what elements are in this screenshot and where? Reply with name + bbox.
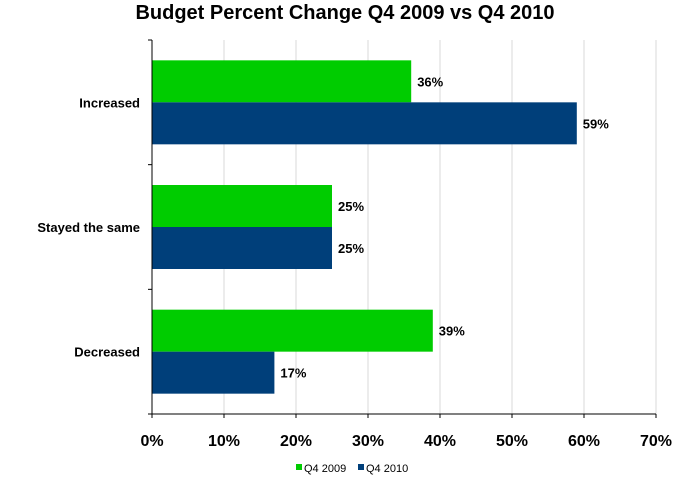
chart-title: Budget Percent Change Q4 2009 vs Q4 2010 [135,2,555,24]
bar [152,309,433,352]
x-tick-label: 0% [140,433,163,450]
x-tick-label: 50% [496,433,528,450]
bars [152,60,577,394]
legend-label: Q4 2010 [366,463,408,475]
data-label: 25% [338,241,364,256]
bar [152,227,332,269]
legend-label: Q4 2009 [304,463,346,475]
x-tick-label: 20% [280,433,312,450]
x-tick-label: 10% [208,433,240,450]
data-label: 25% [338,199,364,214]
data-label: 36% [417,74,443,89]
category-label: Decreased [74,345,140,360]
bar [152,102,577,145]
x-tick-label: 70% [640,433,672,450]
labels: 36% 59% Increased 25% 25% Stayed the same 39% 1… [37,74,672,450]
data-label: 17% [280,366,306,381]
data-label: 39% [439,324,465,339]
legend-swatch [358,464,364,470]
x-tick-label: 30% [352,433,384,450]
bar [152,185,332,227]
data-label: 59% [583,116,609,131]
axes [148,39,657,418]
x-tick-label: 40% [424,433,456,450]
bar [152,351,275,394]
legend: Q4 2009 Q4 2010 [296,463,408,475]
x-tick-label: 60% [568,433,600,450]
category-label: Stayed the same [37,220,140,235]
bar [152,60,412,103]
legend-swatch [296,464,302,470]
category-label: Increased [79,95,140,110]
